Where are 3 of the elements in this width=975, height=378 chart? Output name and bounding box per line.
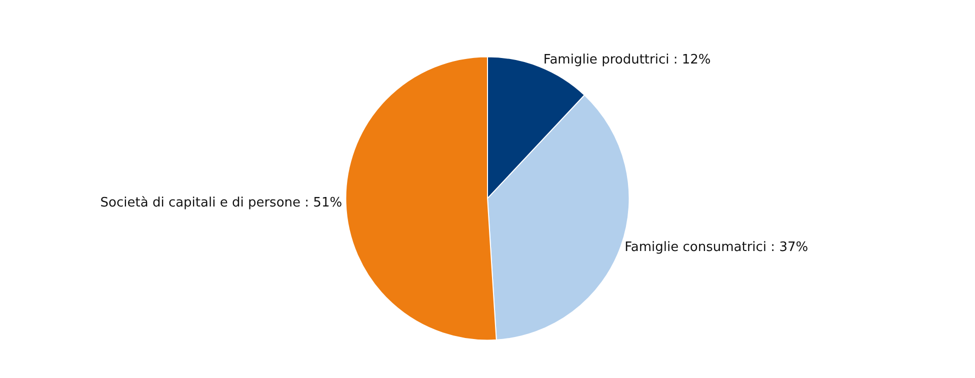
slice-label: Famiglie consumatrici : 37% [624,240,808,255]
slice-label: Famiglie produttrici : 12% [543,52,711,68]
slice-label: Società di capitali e di persone : 51% [100,195,342,210]
